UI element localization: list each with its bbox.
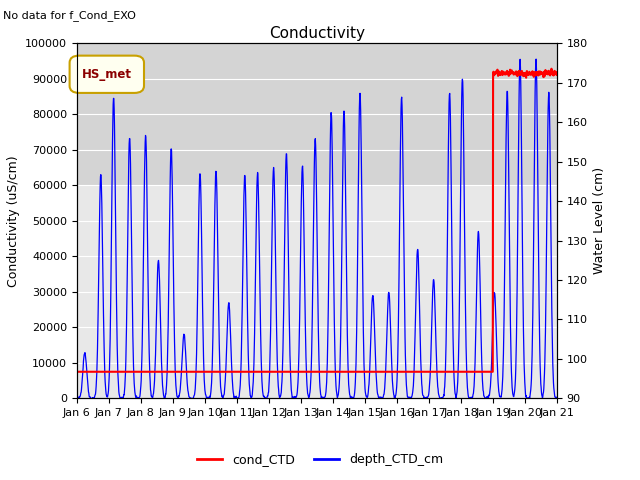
Y-axis label: Water Level (cm): Water Level (cm): [593, 167, 606, 275]
Text: HS_met: HS_met: [81, 68, 132, 81]
FancyBboxPatch shape: [70, 56, 144, 93]
Bar: [77, 43, 557, 185]
Legend: cond_CTD, depth_CTD_cm: cond_CTD, depth_CTD_cm: [192, 448, 448, 471]
Title: Conductivity: Conductivity: [269, 25, 365, 41]
Y-axis label: Conductivity (uS/cm): Conductivity (uS/cm): [6, 155, 20, 287]
Text: No data for f_Cond_EXO: No data for f_Cond_EXO: [3, 10, 136, 21]
Bar: [77, 185, 557, 398]
